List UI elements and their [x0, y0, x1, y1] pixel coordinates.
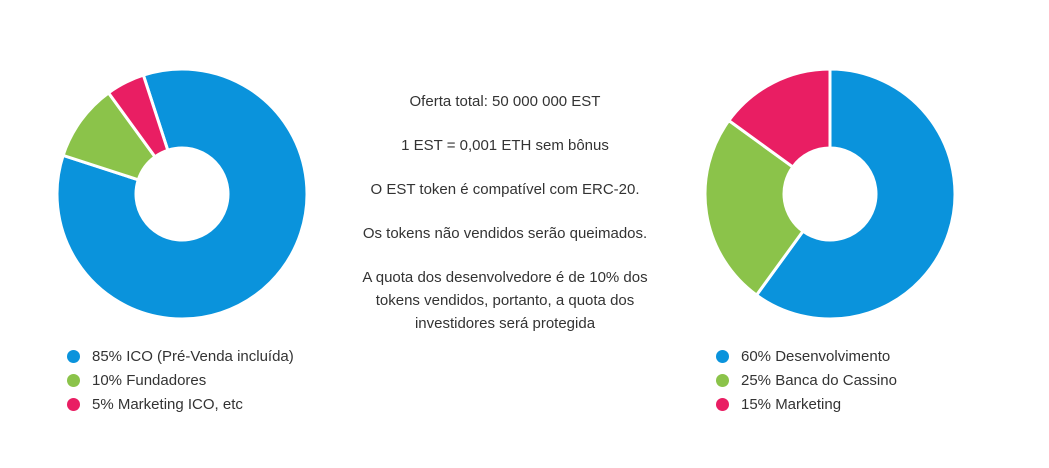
exchange-rate-text: 1 EST = 0,001 ETH sem bônus	[401, 137, 609, 154]
legend-dot	[67, 349, 80, 363]
legend-label: 25% Banca do Cassino	[741, 371, 897, 389]
left-donut-chart	[55, 67, 309, 321]
token-info-text: Oferta total: 50 000 000 EST 1 EST = 0,0…	[330, 90, 680, 356]
legend-label: 10% Fundadores	[92, 371, 207, 389]
legend-dot	[67, 373, 80, 387]
erc20-text: O EST token é compatível com ERC-20.	[370, 181, 640, 198]
legend-label: 60% Desenvolvimento	[741, 347, 891, 365]
legend-item: 15% Marketing	[716, 392, 897, 416]
total-supply-text: Oferta total: 50 000 000 EST	[409, 93, 601, 110]
legend-item: 10% Fundadores	[67, 368, 294, 392]
donut-slice-banca-do-cassino	[703, 118, 806, 298]
legend-item: 60% Desenvolvimento	[716, 344, 897, 368]
right-donut-chart	[703, 67, 957, 321]
legend-dot	[716, 373, 729, 387]
legend-item: 85% ICO (Pré-Venda incluída)	[67, 344, 294, 368]
legend-dot	[716, 349, 729, 363]
legend-dot	[716, 397, 729, 411]
left-legend: 85% ICO (Pré-Venda incluída) 10% Fundado…	[67, 344, 294, 416]
donut-slice-marketing	[726, 67, 832, 170]
donut-slice-desenvolvimento	[754, 67, 957, 321]
burn-text: Os tokens não vendidos serão queimados.	[362, 225, 648, 242]
donut-slice-ico-pr-venda-inclu-da-	[55, 67, 309, 321]
developer-quota-text: A quota dos desenvolvedore é de 10% dos …	[362, 269, 648, 332]
legend-item: 5% Marketing ICO, etc	[67, 392, 294, 416]
right-legend: 60% Desenvolvimento 25% Banca do Cassino…	[716, 344, 897, 416]
legend-dot	[67, 397, 80, 411]
legend-label: 85% ICO (Pré-Venda incluída)	[92, 347, 294, 365]
legend-label: 15% Marketing	[741, 395, 842, 413]
donut-slice-marketing-ico-etc	[106, 73, 170, 159]
legend-item: 25% Banca do Cassino	[716, 368, 897, 392]
legend-label: 5% Marketing ICO, etc	[92, 395, 243, 413]
